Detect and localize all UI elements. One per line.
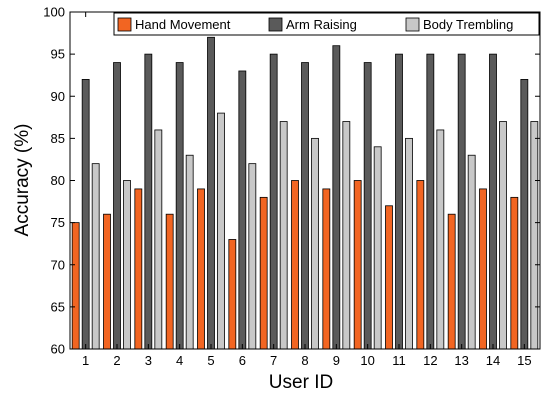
x-tick-label: 10 [360,353,374,368]
bar-arm-raising-user-6 [238,70,247,349]
bar-arm-raising-user-15 [520,79,529,349]
x-tick-label: 4 [176,353,183,368]
bar-hand-movement-user-15 [510,196,519,349]
bar-arm-raising-user-11 [395,53,403,349]
bar-hand-movement-user-8 [291,180,299,349]
bar-body-trembling-user-10 [373,146,382,349]
bar-arm-raising-user-2 [113,62,121,349]
legend-label-body-trembling: Body Trembling [423,17,513,32]
bar-body-trembling-user-6 [248,163,257,349]
bar-arm-raising-user-4 [175,62,184,349]
bar-body-trembling-user-15 [530,121,539,349]
x-tick-label: 6 [239,353,246,368]
bar-arm-raising-user-7 [269,53,278,349]
bar-arm-raising-user-13 [457,53,466,349]
x-tick-label: 8 [301,353,308,368]
bar-hand-movement-user-4 [165,213,174,349]
bar-arm-raising-user-8 [301,62,309,349]
bar-body-trembling-user-8 [311,137,319,349]
y-tick-label: 90 [51,89,65,104]
bar-arm-raising-user-12 [426,53,435,349]
bar-hand-movement-user-2 [103,213,111,349]
bar-hand-movement-user-11 [385,205,393,349]
bar-arm-raising-user-1 [81,79,90,349]
bar-body-trembling-user-12 [436,129,445,349]
legend-swatch-body-trembling [405,17,420,32]
bar-body-trembling-user-7 [279,121,288,349]
bar-hand-movement-user-9 [322,188,331,349]
bar-body-trembling-user-1 [91,163,100,349]
legend: Hand Movement Arm Raising Body Trembling [113,12,540,36]
bar-arm-raising-user-3 [144,53,153,349]
x-tick-label: 7 [270,353,277,368]
y-tick-label: 60 [51,342,65,357]
x-tick-label: 11 [392,353,406,368]
legend-label-arm-raising: Arm Raising [286,17,357,32]
bar-hand-movement-user-3 [134,188,143,349]
bar-arm-raising-user-14 [489,53,497,349]
legend-box [113,12,540,36]
y-tick-label: 95 [51,47,65,62]
bar-body-trembling-user-3 [154,129,163,349]
bar-body-trembling-user-9 [342,121,351,349]
legend-label-hand-movement: Hand Movement [135,17,231,32]
y-tick-label: 75 [51,215,65,230]
bar-hand-movement-user-7 [259,196,268,349]
bars-layer [71,36,539,349]
y-tick-label: 85 [51,131,65,146]
x-tick-label: 1 [82,353,89,368]
x-tick-label: 13 [454,353,468,368]
x-tick-label: 2 [113,353,120,368]
y-tick-label: 65 [51,299,65,314]
bar-body-trembling-user-2 [123,180,131,349]
legend-swatch-arm-raising [268,17,283,32]
bar-hand-movement-user-12 [416,180,425,349]
x-tick-label: 9 [333,353,340,368]
legend-swatch-hand-movement [117,17,132,32]
x-tick-label: 5 [207,353,214,368]
bar-arm-raising-user-10 [363,62,372,349]
bar-hand-movement-user-14 [479,188,487,349]
bar-body-trembling-user-13 [467,154,476,349]
y-tick-label: 100 [43,5,65,20]
bar-arm-raising-user-9 [332,45,341,349]
x-tick-label: 15 [517,353,531,368]
bar-arm-raising-user-5 [207,36,215,349]
y-tick-label: 70 [51,257,65,272]
y-axis-label: Accuracy (%) [12,124,33,237]
bar-hand-movement-user-10 [353,180,362,349]
x-tick-label: 3 [145,353,152,368]
x-tick-label: 14 [486,353,500,368]
bar-hand-movement-user-5 [197,188,205,349]
bar-body-trembling-user-4 [185,154,194,349]
x-tick-label: 12 [423,353,437,368]
bar-body-trembling-user-5 [217,112,225,349]
y-tick-label: 80 [51,173,65,188]
bar-hand-movement-user-6 [228,239,237,349]
x-axis-label: User ID [269,372,333,393]
bar-hand-movement-user-13 [447,213,456,349]
bar-body-trembling-user-11 [405,137,413,349]
bar-body-trembling-user-14 [499,121,507,349]
bar-hand-movement-user-1 [71,222,80,349]
